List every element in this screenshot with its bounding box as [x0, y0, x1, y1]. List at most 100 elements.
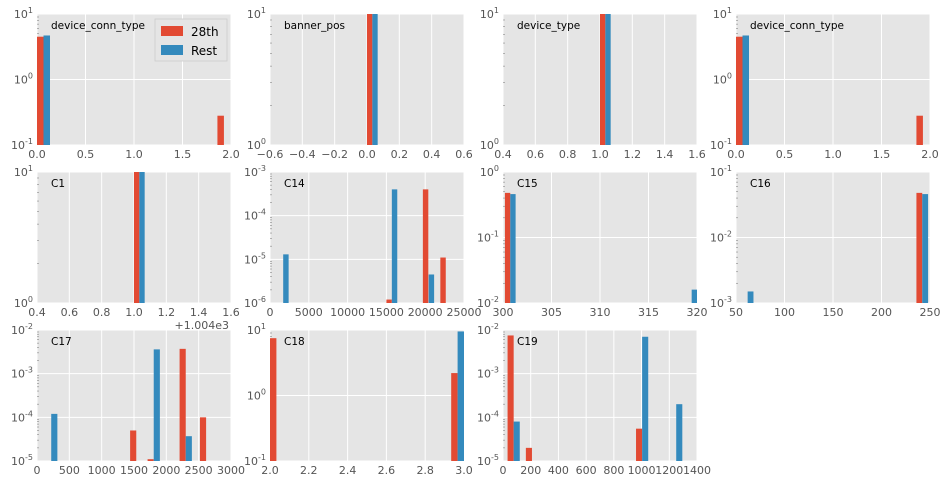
bar-28th: [636, 428, 643, 461]
x-tick-label: 2.4: [339, 464, 357, 477]
x-tick-label: 0.4: [494, 148, 512, 161]
histogram-panel: 0.4 0.6 0.8 1.0 1.2 1.4 1.6 100 101 device_type: [480, 6, 706, 161]
x-tick-label: 600: [576, 464, 597, 477]
x-tick-label: −0.4: [289, 148, 316, 161]
x-tick-label: 1000: [88, 464, 116, 477]
x-tick-label: 1.0: [591, 148, 609, 161]
x-offset-label: +1.004e3: [175, 319, 229, 332]
x-tick-label: 2.8: [416, 464, 434, 477]
y-tick-label: 10-3: [244, 164, 266, 179]
histogram-panel: 0 500 1000 1500 2000 2500 3000 10-5 10-4 10-3 10-2…: [11, 322, 245, 477]
panel-title: C19: [517, 336, 538, 348]
panel-title: C1: [51, 178, 65, 190]
panel-title: device_type: [517, 20, 580, 32]
x-tick-label: 1.5: [873, 148, 891, 161]
x-tick-label: 300: [493, 306, 514, 319]
x-tick-label: 310: [590, 306, 611, 319]
x-tick-label: 25000: [447, 306, 482, 319]
legend: 28th Rest: [154, 18, 228, 62]
bar-rest: [513, 421, 520, 461]
x-tick-label: 1.0: [125, 148, 143, 161]
x-tick-label: 0: [34, 464, 41, 477]
x-tick-label: 150: [823, 306, 844, 319]
y-tick-label: 10-1: [244, 453, 266, 468]
x-tick-label: 0.8: [93, 306, 111, 319]
y-tick-label: 100: [247, 137, 266, 152]
y-tick-label: 10-1: [11, 137, 33, 152]
y-tick-label: 10-3: [11, 366, 33, 381]
x-tick-label: 1200: [655, 464, 683, 477]
bar-rest: [391, 189, 398, 303]
y-tick-label: 101: [713, 6, 732, 21]
bar-rest: [747, 291, 754, 303]
y-tick-label: 100: [247, 388, 266, 403]
bar-28th: [217, 115, 224, 145]
x-tick-label: 400: [548, 464, 569, 477]
x-tick-label: 1000: [628, 464, 656, 477]
histogram-panel: 0 200 400 600 800 1000 1200 1400 10-5 10-4 10-3 10-…: [477, 322, 711, 477]
bar-rest: [510, 194, 516, 303]
x-tick-label: 2.0: [921, 148, 939, 161]
panel-title: banner_pos: [284, 20, 345, 32]
y-tick-label: 10-1: [710, 164, 732, 179]
histogram-panel: 0.0 0.5 1.0 1.5 2.0 10-1 100 101 device_conn_typ…: [710, 6, 939, 161]
y-tick-label: 100: [480, 164, 499, 179]
x-tick-label: 5000: [295, 306, 323, 319]
panel-title: C14: [284, 178, 305, 190]
y-tick-label: 10-4: [244, 208, 266, 223]
bar-28th: [504, 192, 511, 303]
x-tick-label: 1.6: [688, 148, 706, 161]
legend-swatch-28th: [161, 26, 183, 36]
x-tick-label: 2500: [185, 464, 213, 477]
x-tick-label: 3000: [217, 464, 245, 477]
x-tick-label: 305: [541, 306, 562, 319]
y-tick-label: 10-5: [244, 251, 266, 266]
y-tick-label: 101: [14, 164, 33, 179]
bar-rest: [428, 274, 435, 303]
legend-swatch-rest: [161, 45, 183, 55]
y-tick-label: 100: [14, 72, 33, 87]
x-tick-label: 0: [267, 306, 274, 319]
bar-rest: [922, 194, 929, 303]
x-tick-label: 0.8: [559, 148, 577, 161]
x-tick-label: 0.6: [61, 306, 79, 319]
bar-rest: [605, 14, 611, 145]
bar-rest: [691, 289, 697, 303]
x-tick-label: 1.4: [190, 306, 208, 319]
x-tick-label: 1.6: [222, 306, 240, 319]
x-tick-label: 2.0: [222, 148, 240, 161]
x-tick-label: 0: [500, 464, 507, 477]
x-tick-label: 1500: [120, 464, 148, 477]
x-tick-label: 200: [871, 306, 892, 319]
y-tick-label: 101: [14, 6, 33, 21]
bar-rest: [676, 404, 683, 461]
bar-28th: [916, 115, 923, 145]
plot-background: [270, 172, 464, 303]
y-tick-label: 10-5: [477, 453, 499, 468]
x-tick-label: 0.4: [28, 306, 46, 319]
bar-rest: [43, 35, 50, 146]
x-tick-label: 0.6: [527, 148, 545, 161]
x-tick-label: 1.5: [174, 148, 192, 161]
bar-rest: [372, 14, 378, 145]
bar-28th: [451, 373, 458, 461]
bar-rest: [283, 254, 289, 303]
y-tick-label: 10-6: [244, 295, 266, 310]
x-tick-label: 1.4: [656, 148, 674, 161]
x-tick-label: 2.0: [261, 464, 279, 477]
bar-28th: [270, 338, 277, 461]
x-tick-label: 0.5: [77, 148, 95, 161]
y-tick-label: 10-1: [710, 137, 732, 152]
x-tick-label: 0.6: [455, 148, 473, 161]
x-tick-label: 320: [687, 306, 708, 319]
bar-28th: [525, 447, 532, 461]
x-tick-label: 2.2: [300, 464, 318, 477]
x-tick-label: 800: [603, 464, 624, 477]
x-tick-label: 3.0: [455, 464, 473, 477]
x-tick-label: 0.0: [358, 148, 376, 161]
histogram-panel: 300 305 310 315 320 10-2 10-1 100 C15: [477, 164, 707, 319]
bar-rest: [51, 413, 58, 461]
y-tick-label: 10-1: [477, 230, 499, 245]
panel-title: device_conn_type: [51, 20, 145, 32]
